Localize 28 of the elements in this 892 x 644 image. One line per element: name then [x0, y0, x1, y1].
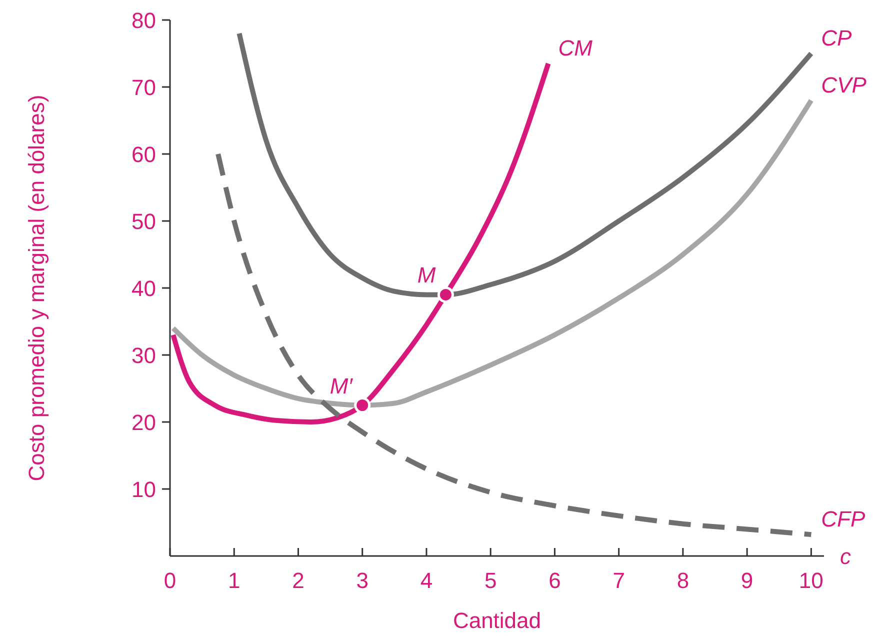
x-axis-title: Cantidad	[452, 608, 542, 633]
x-tick-label: 3	[356, 568, 368, 593]
x-tick-label: 7	[612, 568, 625, 593]
y-tick-label: 20	[132, 410, 156, 435]
y-tick-label: 40	[132, 276, 156, 301]
x-tick-label: 10	[798, 568, 824, 593]
x-tick-label: 0	[164, 568, 176, 593]
text: c	[840, 544, 851, 569]
series-label: CVP	[821, 72, 867, 98]
x-tick-label: 4	[420, 568, 433, 593]
y-tick-label: 60	[132, 142, 156, 167]
x-tick-label: 1	[228, 568, 240, 593]
y-tick-label: 10	[132, 477, 156, 502]
y-tick-label: 70	[132, 75, 156, 100]
series-label: CFP	[821, 506, 866, 532]
x-tick-label: 5	[484, 568, 497, 593]
series-label: CP	[821, 26, 852, 50]
x-tick-label: 8	[676, 568, 690, 593]
x-tick-label: 2	[292, 568, 304, 593]
annotation: M′	[330, 373, 354, 398]
x-tick-label: 9	[740, 568, 754, 593]
y-axis-title: Costo promedio y marginal (en dólares)	[24, 94, 49, 482]
y-tick-label: 50	[132, 209, 156, 234]
series-label: CM	[558, 36, 594, 61]
y-tick-label: 80	[132, 8, 156, 33]
annotation: M	[417, 262, 436, 288]
x-tick-label: 6	[548, 568, 561, 593]
y-tick-label: 30	[132, 343, 156, 368]
